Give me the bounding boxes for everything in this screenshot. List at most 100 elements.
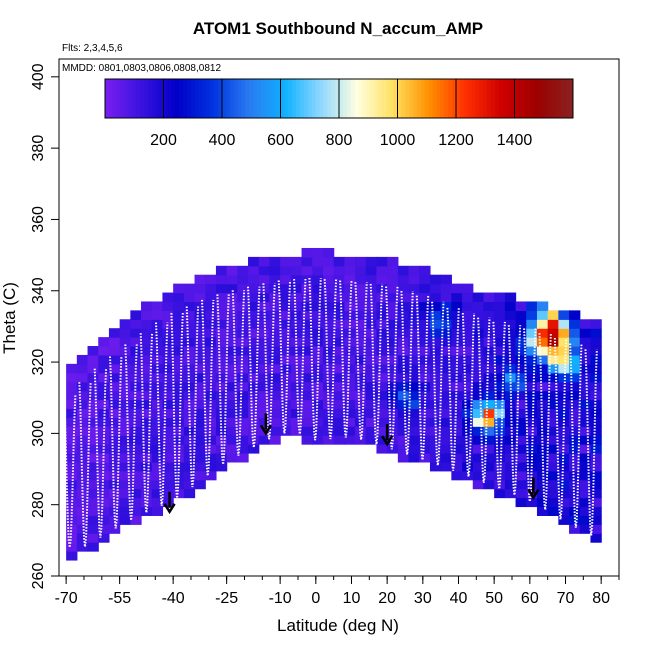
- heatmap-cell: [258, 363, 271, 374]
- heatmap-cell: [429, 292, 442, 303]
- heatmap-cell: [119, 426, 131, 436]
- heatmap-cell: [558, 461, 570, 472]
- heatmap-cell: [108, 515, 121, 525]
- heatmap-cell: [344, 363, 356, 374]
- heatmap-cell: [536, 506, 549, 516]
- heatmap-cell: [515, 479, 527, 490]
- heatmap-cell: [333, 319, 345, 329]
- heatmap-cell: [162, 479, 174, 490]
- heatmap-cell: [151, 506, 164, 516]
- heatmap-cell: [280, 337, 292, 347]
- heatmap-cell: [451, 319, 463, 329]
- heatmap-cell: [365, 408, 378, 418]
- flight-profile-trace: [400, 291, 414, 455]
- heatmap-cell: [462, 292, 474, 303]
- heatmap-cell: [515, 435, 527, 445]
- heatmap-cell: [226, 310, 238, 320]
- heatmap-cell: [376, 283, 388, 294]
- heatmap-cell: [87, 354, 99, 365]
- heatmap-cell: [590, 346, 602, 356]
- heatmap-cell: [429, 274, 442, 285]
- heatmap-cell: [365, 337, 378, 347]
- heatmap-cell: [569, 381, 581, 392]
- heatmap-cell: [526, 337, 538, 347]
- heatmap-cell: [280, 346, 292, 356]
- heatmap-cell: [87, 542, 99, 552]
- heatmap-cell: [269, 399, 281, 410]
- heatmap-cell: [355, 310, 367, 320]
- heatmap-cell: [462, 283, 474, 294]
- heatmap-cell: [579, 408, 592, 418]
- heatmap-cell: [194, 461, 206, 472]
- heatmap-cell: [569, 435, 581, 445]
- colorbar-swatch: [237, 79, 242, 118]
- heatmap-cell: [194, 399, 206, 410]
- heatmap-cell: [76, 399, 89, 410]
- heatmap-cell: [237, 372, 249, 383]
- heatmap-cell: [526, 328, 538, 338]
- heatmap-cell: [333, 256, 345, 267]
- heatmap-cell: [333, 417, 345, 427]
- heatmap-cell: [590, 408, 602, 418]
- heatmap-cell: [429, 461, 442, 472]
- heatmap-cell: [194, 301, 206, 311]
- heatmap-cell: [397, 444, 410, 454]
- heatmap-cell: [290, 354, 303, 365]
- heatmap-cell: [151, 319, 164, 329]
- heatmap-cell: [419, 337, 431, 347]
- heatmap-cell: [301, 274, 313, 285]
- colorbar-swatch: [350, 79, 356, 118]
- heatmap-cell: [66, 506, 78, 516]
- heatmap-cell: [515, 390, 527, 401]
- heatmap-cell: [376, 372, 388, 383]
- heatmap-cell: [130, 426, 142, 436]
- heatmap-cell: [333, 408, 345, 418]
- heatmap-cell: [173, 408, 185, 418]
- heatmap-cell: [215, 310, 228, 320]
- heatmap-cell: [376, 417, 388, 427]
- heatmap-cell: [215, 408, 228, 418]
- heatmap-cell: [387, 399, 399, 410]
- heatmap-cell: [515, 426, 527, 436]
- heatmap-cell: [429, 354, 442, 365]
- heatmap-cell: [429, 283, 442, 294]
- heatmap-cell: [429, 319, 442, 329]
- heatmap-cell: [494, 488, 506, 499]
- heatmap-cell: [162, 337, 174, 347]
- heatmap-cell: [579, 479, 592, 490]
- heatmap-cell: [590, 417, 602, 427]
- colorbar-swatch: [331, 79, 336, 118]
- heatmap-cell: [237, 301, 249, 311]
- heatmap-cell: [387, 301, 399, 311]
- colorbar-swatch: [487, 79, 492, 118]
- heatmap-cell: [536, 417, 549, 427]
- flight-profile-trace: [339, 280, 353, 438]
- heatmap-cell: [408, 381, 420, 392]
- heatmap-cell: [355, 337, 367, 347]
- heatmap-cell: [547, 444, 559, 454]
- heatmap-cell: [355, 435, 367, 445]
- heatmap-cell: [248, 363, 260, 374]
- heatmap-cell: [515, 381, 527, 392]
- heatmap-cell: [301, 408, 313, 418]
- heatmap-cell: [280, 292, 292, 303]
- heatmap-cell: [494, 426, 506, 436]
- flight-profile-trace: [446, 307, 460, 471]
- heatmap-cell: [397, 381, 410, 392]
- heatmap-cell: [226, 381, 238, 392]
- heatmap-cell: [258, 301, 271, 311]
- heatmap-cell: [162, 399, 174, 410]
- heatmap-cell: [226, 274, 238, 285]
- heatmap-cell: [194, 408, 206, 418]
- heatmap-cell: [130, 408, 142, 418]
- heatmap-cell: [269, 319, 281, 329]
- heatmap-cell: [205, 283, 217, 294]
- heatmap-cell: [162, 435, 174, 445]
- heatmap-cell: [237, 363, 249, 374]
- heatmap-cell: [119, 381, 131, 392]
- heatmap-cell: [472, 301, 485, 311]
- heatmap-cell: [130, 461, 142, 472]
- heatmap-cell: [365, 283, 378, 294]
- heatmap-cell: [162, 301, 174, 311]
- heatmap-cell: [162, 470, 174, 481]
